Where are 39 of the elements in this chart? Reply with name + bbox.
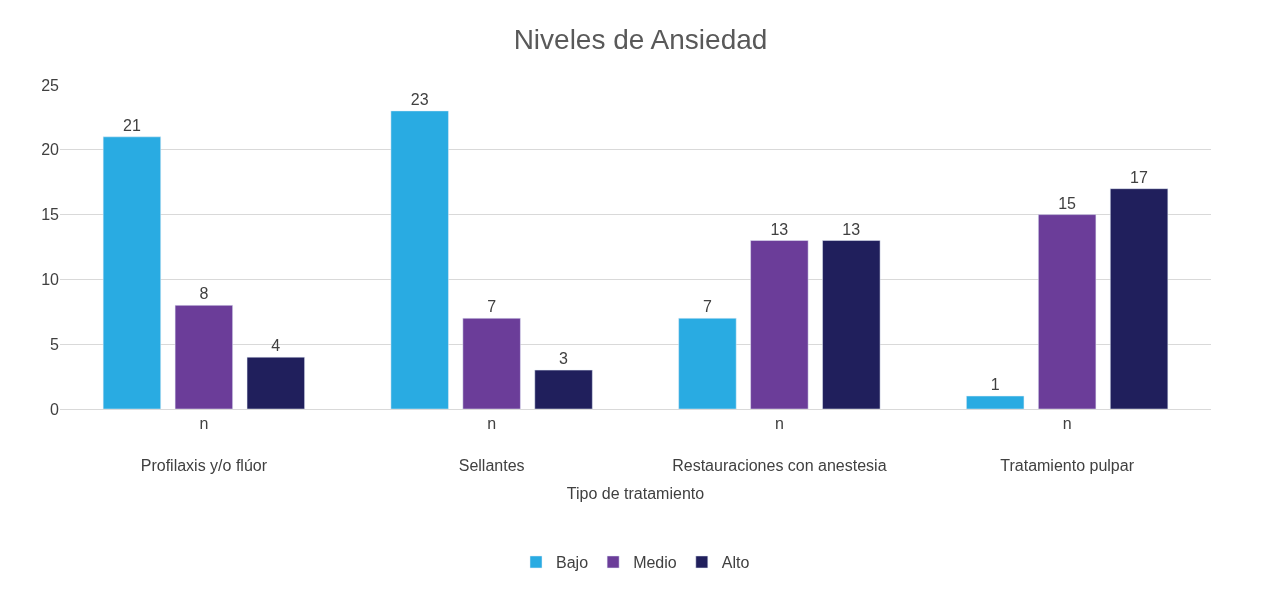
bar	[246, 356, 305, 409]
bar	[534, 369, 593, 409]
data-label: 23	[410, 90, 429, 108]
bar	[102, 136, 161, 409]
y-tick-label: 10	[41, 271, 60, 288]
data-label: 13	[842, 220, 861, 238]
legend-label: Bajo	[556, 554, 589, 572]
data-label: 13	[770, 220, 789, 238]
bar	[678, 318, 737, 409]
data-label: 3	[559, 350, 569, 368]
category-label: n Profilaxis y/o flúor	[140, 415, 268, 474]
bar	[1038, 214, 1097, 409]
data-label: 7	[487, 298, 497, 316]
legend-label: Alto	[721, 554, 750, 572]
x-axis-title: Tipo de tratamiento	[566, 485, 705, 503]
y-tick-label: 20	[41, 141, 60, 159]
data-label: 7	[702, 298, 712, 316]
bar	[750, 240, 809, 409]
category-label: n Tratamiento pulpar	[1000, 415, 1134, 474]
data-label: 15	[1058, 194, 1077, 212]
y-tick-label: 15	[41, 206, 60, 224]
data-label: 1	[990, 376, 1000, 394]
y-tick-label: 5	[50, 335, 60, 353]
data-label: 17	[1130, 168, 1149, 186]
data-label: 8	[199, 285, 209, 303]
bar	[966, 395, 1025, 409]
y-tick-label: 0	[50, 400, 60, 418]
bar	[174, 305, 233, 409]
bar	[1110, 188, 1169, 409]
y-tick-label: 25	[41, 76, 60, 94]
bar	[462, 318, 521, 409]
data-label: 21	[122, 116, 141, 134]
bar	[822, 240, 881, 409]
legend-label: Medio	[633, 554, 677, 572]
bar	[390, 110, 449, 409]
category-label: n Restauraciones con anestesia	[672, 415, 887, 474]
data-label: 4	[271, 337, 281, 355]
category-label: n Sellantes	[458, 415, 525, 474]
chart-title: Niveles de Ansiedad	[513, 24, 768, 56]
